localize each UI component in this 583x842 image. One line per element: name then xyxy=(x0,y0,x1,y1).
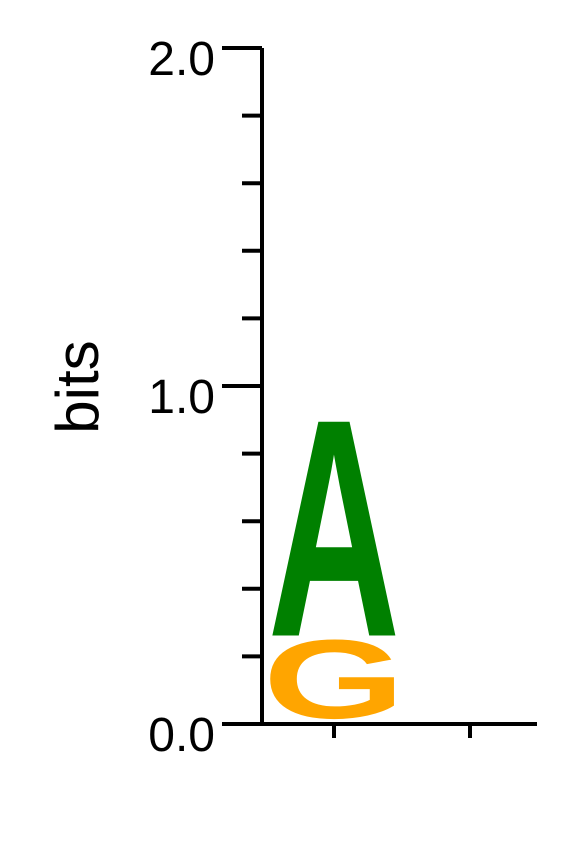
x-axis-ticks xyxy=(332,724,472,738)
logo-letter-A-pos1: A xyxy=(268,355,400,702)
y-tick-label-0: 0.0 xyxy=(148,709,215,762)
y-axis-ticks xyxy=(222,46,262,726)
y-tick-label-1: 1.0 xyxy=(148,371,215,424)
y-axis-label: bits xyxy=(44,340,111,433)
y-tick-label-2: 2.0 xyxy=(148,33,215,86)
logo-letter-G-pos1: G xyxy=(263,617,406,743)
y-axis-tick-labels: 0.0 1.0 2.0 xyxy=(148,33,215,762)
letter-stacks: GA xyxy=(263,355,406,742)
